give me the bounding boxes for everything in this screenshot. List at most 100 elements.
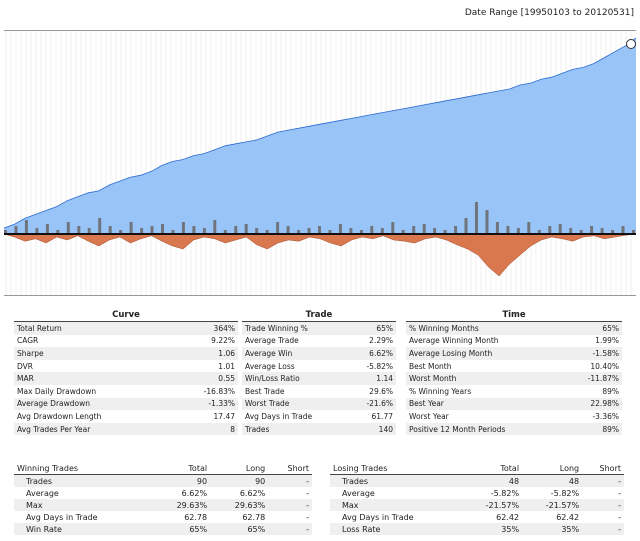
- trade-return-bar: [56, 230, 60, 234]
- cell-short: -: [582, 499, 624, 511]
- table-row: Best Year 22.98%: [406, 397, 622, 411]
- trade-return-bar: [495, 222, 499, 234]
- stat-label: Avg Days in Trade: [245, 411, 313, 421]
- row-label: Trades: [14, 474, 152, 487]
- table-row: Trades 48 48-: [330, 474, 624, 487]
- cell-short: -: [268, 499, 312, 511]
- trade-return-bar: [338, 224, 342, 234]
- table-row: Average Winning Month 1.99%: [406, 335, 622, 348]
- trade-return-bar: [401, 230, 405, 234]
- table-row: Trades 140: [242, 422, 396, 436]
- cell-long: 62.42: [556, 512, 580, 522]
- trade-return-bar: [328, 230, 332, 234]
- trade-return-bar: [569, 228, 573, 234]
- table-row: Trades 90 90-: [14, 474, 312, 487]
- trade-return-bar: [422, 224, 426, 234]
- stat-label: Best Month: [409, 361, 452, 371]
- table-row: Avg Days in Trade 62.42 62.42 -: [330, 511, 624, 523]
- stat-label: Worst Month: [406, 372, 565, 385]
- trade-return-bar: [349, 228, 353, 234]
- trade-return-bar: [475, 202, 478, 234]
- trade-return-bar: [108, 226, 112, 234]
- equity-end-marker: [626, 39, 636, 49]
- column-header-long: Long: [522, 462, 583, 475]
- stat-label: Average Trade: [245, 336, 299, 346]
- table-row: Worst Trade -21.6%: [242, 397, 396, 411]
- time-table: % Winning Months 65% Average Winning Mont…: [406, 322, 622, 436]
- trade-return-bar: [4, 230, 7, 234]
- table-row: Avg Drawdown Length 17.47: [14, 410, 238, 423]
- cell-short: -: [268, 523, 312, 535]
- cell-total: 62.42: [496, 512, 520, 522]
- stat-value: 9.22%: [211, 336, 235, 346]
- stat-label: Average Winning Month: [409, 336, 499, 346]
- table-row: Win/Loss Ratio 1.14: [242, 372, 396, 385]
- losing-trades-table: Losing Trades Total Long Short Trades 48 4…: [330, 462, 624, 535]
- stat-label: Average Losing Month: [406, 347, 565, 360]
- stat-value: 65%: [564, 322, 622, 335]
- trade-return-bar: [380, 228, 384, 234]
- trade-return-bar: [307, 228, 311, 234]
- table-row: Worst Month -11.87%: [406, 372, 622, 385]
- trade-return-bar: [359, 230, 363, 234]
- cell-long: -5.82%: [550, 488, 580, 498]
- trade-return-bar: [548, 226, 552, 234]
- stat-label: MAR: [14, 372, 173, 385]
- trade-return-bar: [24, 220, 28, 234]
- stat-value: 89%: [564, 422, 622, 436]
- cell-long: 29.63%: [210, 499, 269, 511]
- trade-return-bar: [161, 224, 164, 234]
- cell-short: -: [582, 523, 624, 535]
- trade-return-bar: [35, 228, 39, 234]
- stat-value: -3.36%: [592, 411, 619, 421]
- trade-header: Trade: [242, 310, 396, 322]
- stat-value: 140: [348, 422, 396, 436]
- cell-short: -: [306, 512, 309, 522]
- row-label: Avg Days in Trade: [342, 512, 414, 522]
- table-row: Worst Year -3.36%: [406, 410, 622, 423]
- losing-trades-title: Losing Trades: [330, 462, 463, 475]
- stat-label: Sharpe: [14, 347, 173, 360]
- stat-value: 65%: [348, 322, 396, 335]
- cell-total: 29.63%: [151, 499, 211, 511]
- trade-return-bar: [98, 218, 102, 234]
- trade-return-bar: [454, 226, 458, 234]
- cell-total: -21.57%: [462, 499, 523, 511]
- table-row: Avg Days in Trade 61.77: [242, 410, 396, 423]
- stat-value: -11.87%: [564, 372, 622, 385]
- cell-total: 65%: [151, 523, 211, 535]
- equity-area: [4, 38, 636, 234]
- curve-table: Total Return 364% CAGR 9.22% Sharpe 1.06 DV…: [14, 322, 238, 436]
- trade-return-bar: [537, 230, 541, 234]
- trade-return-bar: [412, 226, 416, 234]
- table-row: Best Trade 29.6%: [242, 385, 396, 398]
- trade-return-bar: [234, 226, 238, 234]
- winning-trades-table: Winning Trades Total Long Short Trades 90…: [14, 462, 312, 535]
- row-label: Loss Rate: [330, 523, 463, 535]
- stat-label: % Winning Years: [409, 386, 472, 396]
- stat-value: 61.77: [371, 411, 393, 421]
- stat-value: 2.29%: [369, 336, 393, 346]
- cell-total: 35%: [462, 523, 523, 535]
- table-row: % Winning Months 65%: [406, 322, 622, 335]
- stat-label: Win/Loss Ratio: [242, 372, 349, 385]
- trade-return-bar: [244, 224, 248, 234]
- trade-return-bar: [150, 226, 154, 234]
- equity-line: [4, 37, 636, 229]
- column-header-short: Short: [268, 462, 312, 475]
- cell-long: 35%: [522, 523, 583, 535]
- table-row: Average Loss -5.82%: [242, 360, 396, 373]
- trade-return-bar: [590, 226, 594, 234]
- trade-return-bar: [506, 226, 510, 234]
- row-label: Max: [330, 499, 463, 511]
- table-row: Trade Winning % 65%: [242, 322, 396, 335]
- trade-return-bar: [192, 226, 196, 234]
- row-label: Avg Days in Trade: [26, 512, 98, 522]
- trade-return-bar: [223, 230, 227, 234]
- stat-value: 1.14: [348, 372, 396, 385]
- trade-return-bar: [171, 230, 175, 234]
- stat-label: Max Daily Drawdown: [17, 386, 97, 396]
- cell-long: 6.62%: [239, 488, 266, 498]
- cell-short: -: [618, 512, 621, 522]
- table-row: MAR 0.55: [14, 372, 238, 385]
